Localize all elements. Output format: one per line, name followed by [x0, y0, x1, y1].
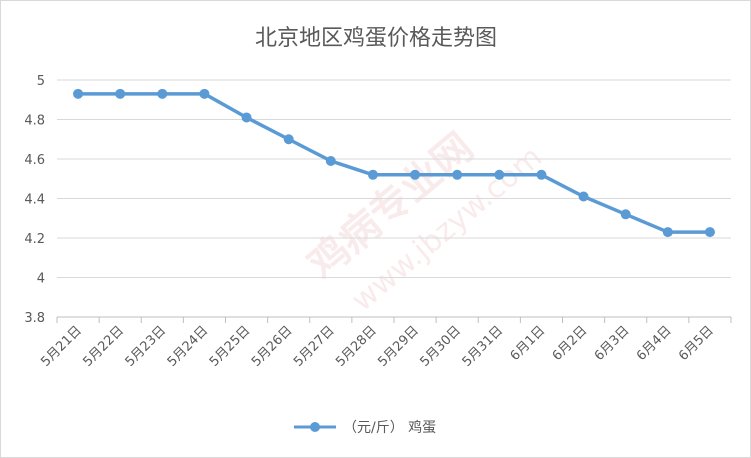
data-point: [494, 169, 505, 180]
data-point: [199, 88, 210, 99]
chart-title: 北京地区鸡蛋价格走势图: [255, 26, 497, 51]
data-point: [662, 227, 673, 238]
x-tick-label: 6月4日: [634, 323, 675, 364]
y-tick-label: 4.8: [24, 114, 45, 129]
series-group: [73, 88, 715, 238]
y-tick-label: 3.8: [24, 311, 45, 326]
x-tick-label: 6月3日: [592, 323, 633, 364]
y-tick-label: 4.2: [24, 232, 45, 247]
data-point: [452, 169, 463, 180]
data-point: [325, 155, 336, 166]
data-point: [73, 88, 84, 99]
data-point: [578, 191, 589, 202]
x-tick-label: 5月23日: [123, 323, 170, 370]
x-tick-label: 5月28日: [333, 323, 380, 370]
data-point: [115, 88, 126, 99]
x-tick-label: 6月5日: [676, 323, 717, 364]
legend-point-marker: [310, 422, 320, 432]
x-tick-label: 5月22日: [80, 323, 127, 370]
watermark: 鸡病专业网 www.jbzyw.com: [300, 124, 549, 318]
data-point: [536, 169, 547, 180]
x-tick-label: 5月31日: [460, 323, 507, 370]
x-axis-ticks: 5月21日5月22日5月23日5月24日5月25日5月26日5月27日5月28日…: [38, 323, 716, 370]
x-tick-label: 5月24日: [165, 323, 212, 370]
y-tick-label: 4: [37, 272, 45, 287]
series-line: [78, 92, 710, 234]
y-tick-label: 4.4: [24, 193, 45, 208]
x-tick-label: 5月25日: [207, 323, 254, 370]
x-axis: [56, 316, 732, 323]
data-point: [157, 88, 168, 99]
data-point: [367, 169, 378, 180]
data-point: [704, 227, 715, 238]
legend-label: （元/斤） 鸡蛋: [343, 419, 436, 436]
x-tick-label: 5月27日: [291, 323, 338, 370]
data-point: [410, 169, 421, 180]
x-tick-label: 5月21日: [38, 323, 85, 370]
data-point: [620, 209, 631, 220]
x-tick-label: 5月26日: [249, 323, 296, 370]
x-tick-label: 6月2日: [550, 323, 591, 364]
x-tick-label: 5月29日: [375, 323, 422, 370]
y-tick-label: 4.6: [24, 153, 45, 168]
data-point: [283, 134, 294, 145]
x-tick-label: 5月30日: [417, 323, 464, 370]
data-point: [241, 112, 252, 123]
y-axis-ticks: 3.8 4 4.2 4.4 4.6 4.8 5: [24, 74, 45, 326]
legend: （元/斤） 鸡蛋: [294, 419, 436, 436]
x-tick-label: 6月1日: [508, 323, 549, 364]
y-tick-label: 5: [37, 74, 45, 89]
